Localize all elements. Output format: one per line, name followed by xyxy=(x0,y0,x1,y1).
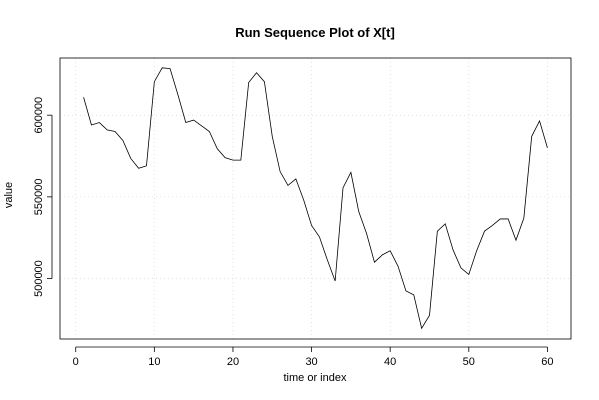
x-axis: 0 10 20 30 40 50 60 xyxy=(73,346,554,368)
x-tick-label: 10 xyxy=(148,356,160,368)
y-axis: 500000 550000 600000 xyxy=(33,97,53,297)
y-tick-label: 500000 xyxy=(33,260,45,297)
series-layer xyxy=(83,67,548,330)
x-tick-label: 40 xyxy=(384,356,396,368)
y-tick-label: 550000 xyxy=(33,179,45,216)
chart-title: Run Sequence Plot of X[t] xyxy=(235,25,395,40)
x-tick-label: 60 xyxy=(541,356,553,368)
x-tick-label: 30 xyxy=(305,356,317,368)
y-tick-label: 600000 xyxy=(33,97,45,134)
x-tick-label: 0 xyxy=(73,356,79,368)
plot-frame xyxy=(59,57,572,340)
grid xyxy=(60,58,571,339)
x-tick-label: 20 xyxy=(227,356,239,368)
series-line xyxy=(83,67,548,330)
x-axis-label: time or index xyxy=(284,372,347,384)
y-axis-label: value xyxy=(3,182,15,208)
x-tick-label: 50 xyxy=(463,356,475,368)
